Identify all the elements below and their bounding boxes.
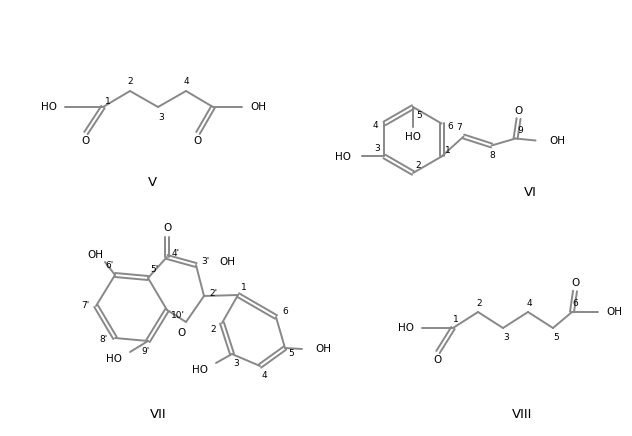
- Text: HO: HO: [192, 365, 208, 375]
- Text: 4: 4: [526, 299, 532, 307]
- Text: HO: HO: [405, 132, 421, 142]
- Text: 5': 5': [150, 266, 158, 275]
- Text: 6: 6: [447, 122, 453, 131]
- Text: 6': 6': [106, 262, 114, 270]
- Text: HO: HO: [41, 102, 57, 112]
- Text: 1: 1: [105, 98, 111, 106]
- Text: 4: 4: [183, 78, 189, 86]
- Text: OH: OH: [315, 344, 331, 354]
- Text: O: O: [571, 278, 579, 288]
- Text: 2: 2: [210, 324, 216, 334]
- Text: 7': 7': [81, 302, 89, 310]
- Text: 2: 2: [476, 299, 482, 307]
- Text: 9': 9': [141, 347, 149, 355]
- Text: 1: 1: [241, 283, 247, 292]
- Text: 2: 2: [415, 161, 421, 170]
- Text: 3': 3': [201, 256, 209, 266]
- Text: 2: 2: [127, 78, 133, 86]
- Text: 5: 5: [288, 350, 294, 358]
- Text: 5: 5: [416, 110, 422, 119]
- Text: OH: OH: [550, 136, 566, 146]
- Text: 7: 7: [457, 123, 463, 132]
- Text: OH: OH: [606, 307, 622, 317]
- Text: 1: 1: [445, 146, 451, 155]
- Text: 1: 1: [453, 314, 459, 324]
- Text: 2': 2': [209, 290, 217, 299]
- Text: 3: 3: [503, 334, 509, 343]
- Text: O: O: [82, 136, 90, 146]
- Text: OH: OH: [250, 102, 266, 112]
- Text: 6: 6: [572, 299, 578, 307]
- Text: HO: HO: [398, 323, 414, 333]
- Text: VIII: VIII: [512, 409, 532, 422]
- Text: O: O: [178, 328, 186, 338]
- Text: 3: 3: [375, 144, 380, 153]
- Text: HO: HO: [336, 151, 351, 161]
- Text: HO: HO: [106, 354, 122, 364]
- Text: OH: OH: [87, 250, 103, 260]
- Text: 4: 4: [261, 371, 267, 379]
- Text: O: O: [514, 106, 523, 116]
- Text: O: O: [194, 136, 202, 146]
- Text: 6: 6: [282, 307, 288, 317]
- Text: 8': 8': [100, 334, 108, 344]
- Text: V: V: [147, 176, 157, 188]
- Text: 9: 9: [518, 126, 523, 135]
- Text: 10': 10': [171, 310, 185, 320]
- Text: 4: 4: [373, 121, 378, 130]
- Text: O: O: [434, 355, 442, 365]
- Text: 8: 8: [490, 151, 495, 160]
- Text: 3: 3: [158, 112, 164, 122]
- Text: 5: 5: [553, 334, 559, 343]
- Text: OH: OH: [219, 257, 235, 267]
- Text: VI: VI: [523, 185, 537, 198]
- Text: O: O: [163, 223, 171, 233]
- Text: VII: VII: [150, 409, 166, 422]
- Text: 4': 4': [172, 249, 180, 259]
- Text: 3: 3: [233, 360, 239, 368]
